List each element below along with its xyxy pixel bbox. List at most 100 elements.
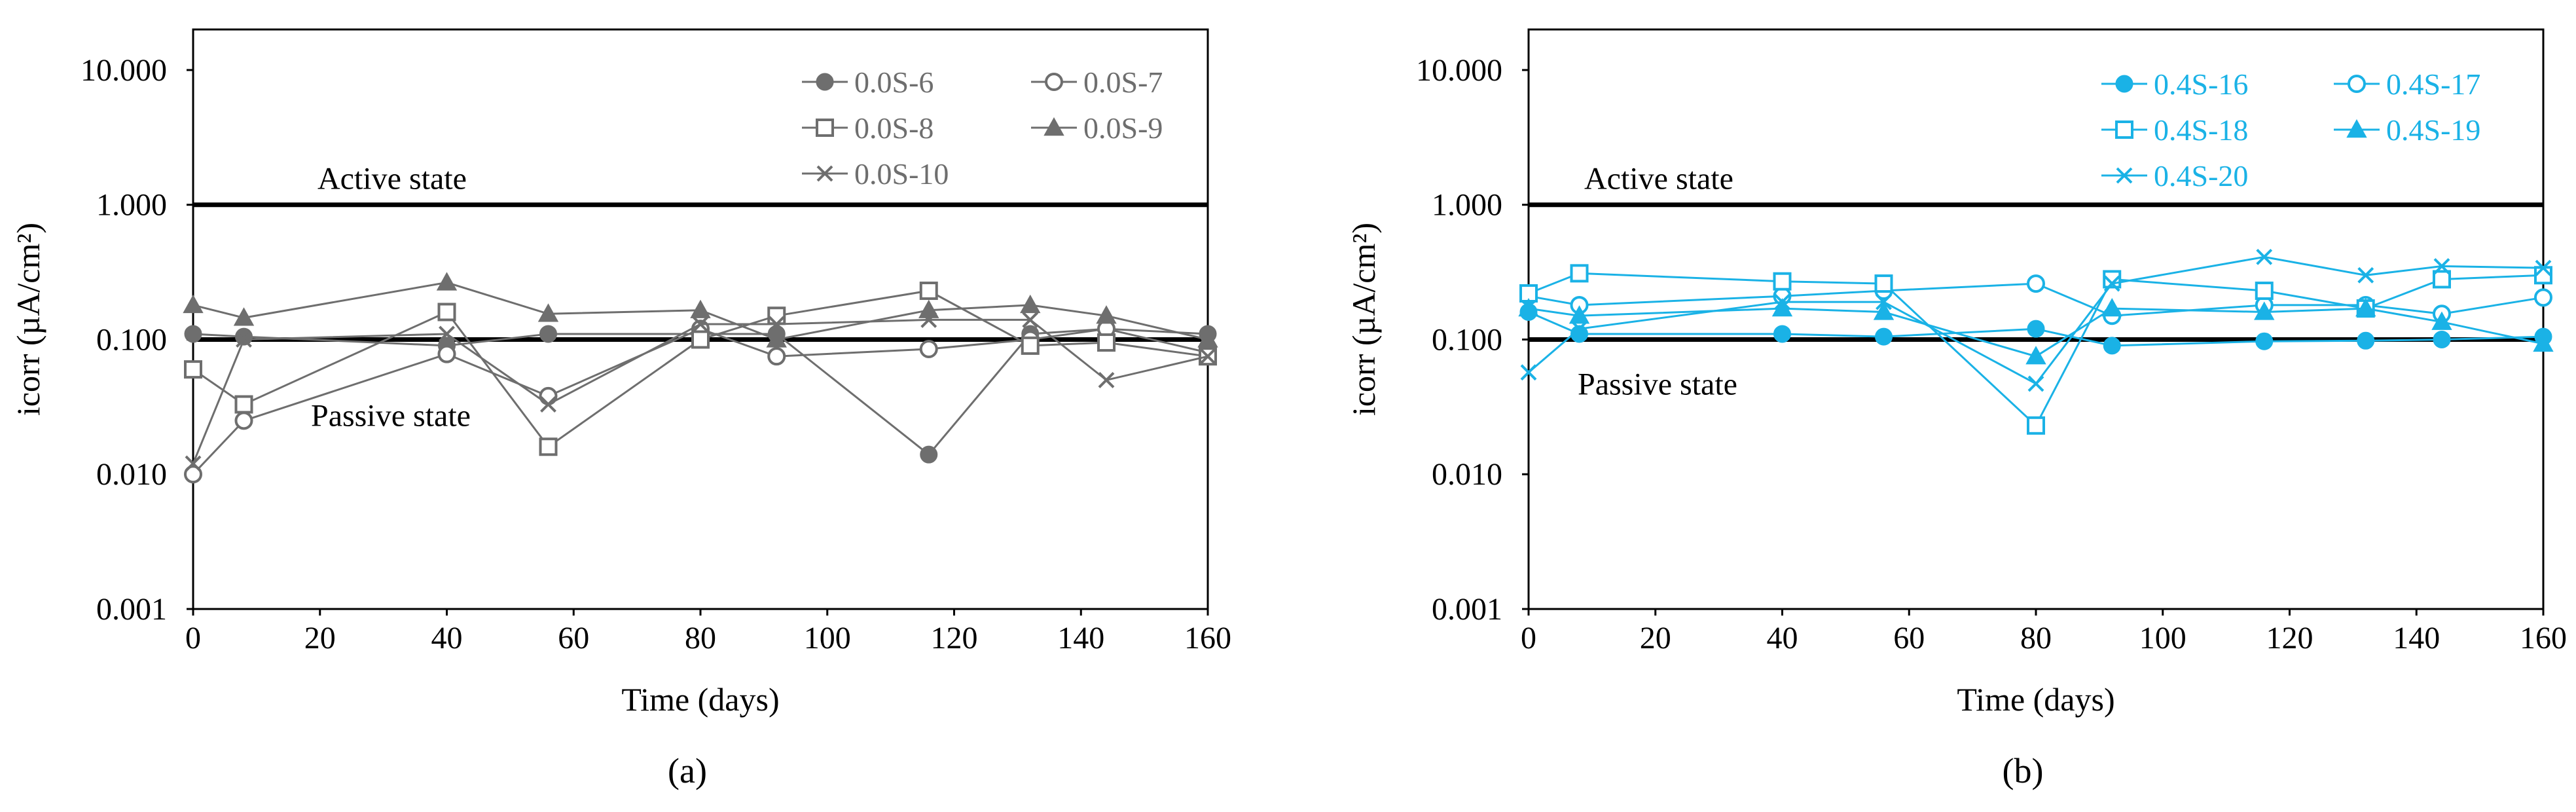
data-point [767,347,786,366]
series-line [192,289,1208,449]
legend-item: 0.0S-6 [802,65,934,99]
data-point [184,325,202,343]
data-point [437,344,456,363]
data-point [2256,248,2273,265]
x-tick-label: 20 [1640,621,1671,655]
y-tick-label: 10.000 [81,53,167,88]
data-point [2534,266,2552,285]
x-tick-label: 160 [1184,621,1231,655]
data-point [1571,320,1587,337]
legend-item: 0.4S-20 [2101,159,2248,193]
y-axis-label: icorr (µA/cm²) [10,223,46,416]
legend-item: 0.4S-17 [2334,67,2480,101]
data-point [1197,329,1218,348]
data-point [1876,293,1892,310]
x-tick-label: 160 [2520,621,2567,655]
legend-marker [816,73,834,91]
data-point [920,311,937,328]
legend-label: 0.0S-8 [854,111,934,145]
legend-marker [2115,75,2133,93]
y-axis-label: icorr (µA/cm²) [1345,223,1382,416]
series-line [1528,255,2544,385]
chart-panel-b: 0.001 0.010 0.100 1.000 10.000 0 20 40 60 80 100 12… [1345,28,2567,790]
series-0.4S-20 [1520,248,2552,392]
x-tick-label: 40 [431,621,463,655]
legend-label: 0.4S-18 [2154,113,2248,147]
data-point [2027,416,2045,435]
data-point [919,282,938,301]
chart-panel-a: 0.001 0.010 0.100 1.000 10.000 0 20 40 60 80 100 12… [10,28,1231,790]
y-tick-label: 1.000 [96,188,167,223]
data-point [539,437,558,456]
data-point [184,360,202,379]
active-state-label: Active state [317,162,467,196]
data-point [1020,294,1041,314]
data-point [540,396,556,413]
series-0.4S-16 [1519,303,2552,355]
data-point [1096,305,1117,324]
legend-label: 0.0S-10 [854,157,949,191]
data-point [2357,267,2374,284]
data-point [1570,264,1589,283]
data-point [184,465,202,484]
x-tick-label: 120 [2266,621,2313,655]
legend-item: 0.0S-10 [802,157,949,191]
data-point [183,294,204,314]
series-line [1528,311,2544,347]
legend-label: 0.4S-17 [2386,67,2480,101]
data-point [537,303,559,322]
legend-marker [2348,75,2366,93]
data-point [1873,301,1895,320]
data-point [2103,337,2121,355]
active-state-label: Active state [1584,162,1733,196]
data-point [691,330,710,349]
x-axis-label: Time (days) [1957,681,2114,718]
y-tick-label: 0.001 [96,592,167,627]
data-point [233,307,255,326]
data-point [2254,301,2275,320]
data-point [2433,258,2450,274]
legend-item: 0.4S-16 [2101,67,2248,101]
data-point [690,299,711,318]
data-point [2025,346,2046,365]
x-tick-label: 140 [1057,621,1104,655]
data-point [437,303,456,322]
data-point [2534,288,2552,307]
legend-label: 0.0S-9 [1083,111,1163,145]
passive-state-label: Passive state [311,398,471,433]
series-line [1528,282,2544,317]
legend-marker [2346,119,2367,138]
series-line [192,327,1208,456]
x-tick-label: 0 [185,621,201,655]
series-line [192,327,1208,475]
legend-label: 0.4S-16 [2154,67,2248,101]
data-point [766,329,787,348]
data-point [1022,311,1039,328]
legend-item: 0.0S-9 [1031,111,1163,145]
data-point [1569,305,1590,324]
legend-item: 0.0S-8 [802,111,934,145]
x-tick-label: 60 [558,621,589,655]
data-point [2255,332,2274,350]
legend-marker [2116,167,2133,184]
y-tick-label: 0.100 [96,322,167,357]
data-point [235,327,253,346]
data-point [436,272,458,291]
legend: 0.4S-16 0.4S-17 0.4S-18 0.4S-19 0.4S-20 [2101,67,2480,193]
panel-label: (a) [668,751,707,790]
passive-state-label: Passive state [1578,367,1737,401]
x-tick-label: 0 [1521,621,1536,655]
data-point [692,316,709,333]
legend-item: 0.4S-19 [2334,113,2480,147]
legend-label: 0.0S-7 [1083,65,1163,99]
data-point [2433,270,2451,289]
y-tick-label: 10.000 [1416,53,1502,88]
data-point [2533,333,2554,352]
data-point [919,339,938,358]
legend-item: 0.4S-18 [2101,113,2248,147]
data-point [2027,320,2045,338]
series-0.0S-10 [185,311,1216,472]
x-tick-label: 120 [931,621,978,655]
data-point [539,325,557,343]
data-point [439,325,455,342]
